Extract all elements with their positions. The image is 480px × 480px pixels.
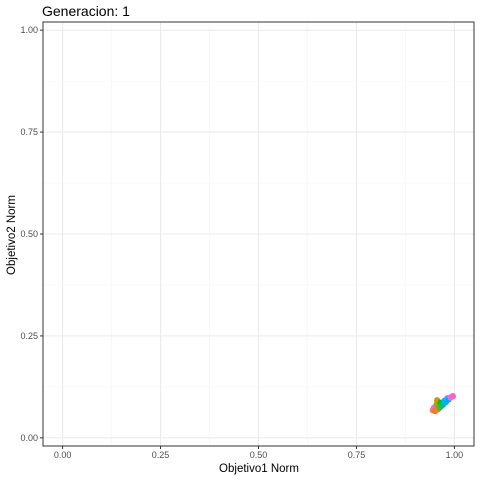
x-axis-title: Objetivo1 Norm <box>219 463 299 475</box>
grid <box>43 22 474 446</box>
x-tick-label: 1.00 <box>446 450 464 460</box>
x-axis: 0.00 0.25 0.50 0.75 1.00 <box>54 446 463 460</box>
y-tick-label: 0.75 <box>20 127 38 137</box>
y-tick-label: 0.25 <box>20 331 38 341</box>
y-axis-title: Objetivo2 Norm <box>6 195 18 275</box>
plot-title: Generacion: 1 <box>42 3 130 19</box>
data-points <box>430 393 456 414</box>
x-tick-label: 0.00 <box>54 450 72 460</box>
x-tick-label: 0.75 <box>348 450 366 460</box>
y-axis: 0.00 0.25 0.50 0.75 1.00 <box>20 25 43 443</box>
x-tick-label: 0.25 <box>152 450 170 460</box>
x-tick-label: 0.50 <box>250 450 268 460</box>
y-tick-label: 1.00 <box>20 25 38 35</box>
data-point <box>450 393 456 399</box>
y-tick-label: 0.00 <box>20 433 38 443</box>
y-tick-label: 0.50 <box>20 229 38 239</box>
